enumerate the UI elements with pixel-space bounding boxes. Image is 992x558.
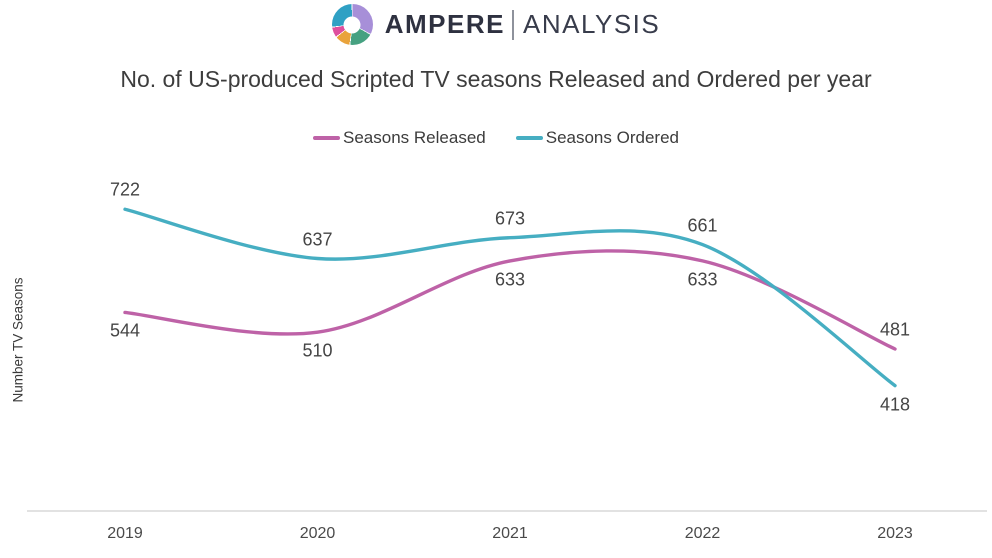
data-label-seasons-released-2021: 633 [494,269,526,290]
x-tick-2019: 2019 [107,525,143,542]
x-tick-2023: 2023 [877,525,913,542]
legend-marker-seasons-released-icon [313,136,341,140]
data-label-seasons-ordered-2022: 661 [687,215,718,236]
series-line-seasons-released [123,249,897,351]
ampere-logo-icon [331,4,373,45]
data-label-seasons-released-2020: 510 [302,340,333,361]
data-label-seasons-released-2022: 633 [687,269,718,290]
data-label-seasons-ordered-2021: 673 [494,208,526,229]
data-label-seasons-ordered-2020: 637 [302,229,333,250]
brand-separator [512,9,514,40]
data-label-seasons-ordered-2023: 418 [879,394,911,415]
data-label-seasons-released-2019: 544 [109,320,141,341]
chart-legend: Seasons Released Seasons Ordered [0,128,992,148]
brand-name-right: ANALYSIS [523,9,661,39]
legend-item-seasons-ordered: Seasons Ordered [515,128,679,148]
x-tick-2022: 2022 [684,525,721,542]
x-tick-2021: 2021 [492,525,528,542]
data-label-seasons-ordered-2019: 722 [109,179,141,200]
legend-item-seasons-released: Seasons Released [313,128,486,148]
brand-wordmark: AMPERE ANALYSIS [385,9,661,40]
brand-header: AMPERE ANALYSIS [0,4,992,45]
legend-label: Seasons Released [343,128,486,147]
x-tick-2020: 2020 [299,525,336,542]
legend-marker-seasons-ordered-icon [515,136,543,140]
data-label-seasons-released-2023: 481 [879,319,911,340]
chart-title: No. of US-produced Scripted TV seasons R… [120,66,872,92]
x-axis-line [27,510,987,512]
legend-label: Seasons Ordered [545,128,679,147]
series-line-seasons-ordered [123,207,897,388]
brand-name-left: AMPERE [384,9,505,39]
